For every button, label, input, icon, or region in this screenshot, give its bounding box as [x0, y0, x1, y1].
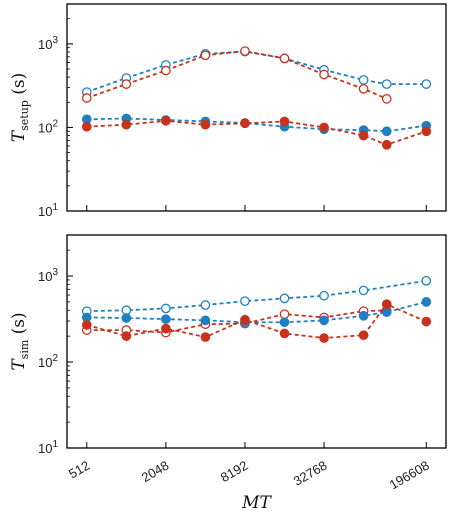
data-point: [240, 118, 250, 129]
data-point: [161, 303, 171, 314]
data-point: [381, 93, 392, 104]
data-point: [421, 126, 432, 137]
x-tick-label: 8192: [218, 458, 251, 485]
series-line: [86, 119, 427, 146]
data-point: [358, 83, 369, 94]
y-axis-label: Tsetup (s): [9, 73, 31, 142]
data-point: [279, 309, 290, 320]
data-point: [319, 290, 329, 301]
series-line: [86, 279, 427, 313]
series-line: [86, 301, 427, 324]
y-axis-label: Tsim (s): [9, 312, 31, 370]
data-point: [121, 331, 132, 341]
data-point: [161, 65, 171, 76]
data-point: [279, 53, 290, 64]
data-point: [319, 122, 329, 133]
data-point: [121, 313, 132, 323]
y-tick-label: 103: [38, 267, 58, 284]
data-point: [279, 293, 290, 304]
series-line: [86, 50, 388, 100]
data-point: [319, 69, 329, 80]
data-point: [161, 314, 171, 325]
data-point: [381, 79, 392, 89]
data-point: [381, 307, 392, 318]
data-point: [358, 285, 369, 296]
data-point: [358, 75, 369, 85]
data-point: [200, 119, 211, 130]
data-point: [279, 317, 290, 328]
data-point: [421, 275, 432, 286]
y-tick-label: 102: [38, 118, 58, 135]
data-point: [161, 323, 171, 334]
data-point: [358, 130, 369, 141]
x-tick-label: 32768: [291, 458, 330, 489]
data-point: [381, 299, 392, 310]
data-point: [200, 50, 211, 61]
series-line: [86, 303, 427, 339]
bottom-panel: 101 102 103 512 2048 8192 32768 196608 Tsim (s) M…: [9, 234, 447, 513]
data-point: [319, 333, 329, 343]
y-tick-label: 103: [38, 35, 58, 52]
x-axis-label: MT: [241, 493, 272, 513]
data-point: [200, 300, 211, 310]
data-point: [121, 79, 132, 89]
data-point: [240, 46, 250, 56]
x-tick-label: 2048: [139, 458, 172, 485]
y-tick-label: 101: [38, 202, 58, 219]
series-line: [86, 117, 427, 133]
y-tick-label: 102: [38, 353, 58, 370]
data-point: [421, 316, 432, 327]
data-point: [381, 139, 392, 150]
data-point: [358, 310, 369, 321]
data-point: [279, 328, 290, 339]
plot-frame: [66, 3, 447, 212]
series-line: [86, 50, 427, 93]
data-point: [240, 296, 250, 307]
series-line: [86, 309, 387, 334]
data-point: [421, 79, 432, 89]
data-point: [240, 314, 250, 325]
data-point: [81, 121, 92, 132]
data-point: [358, 330, 369, 341]
data-point: [421, 297, 432, 307]
plot-frame: [66, 234, 447, 449]
data-point: [200, 315, 211, 326]
data-point: [381, 126, 392, 137]
data-point: [81, 320, 92, 330]
y-tick-label: 101: [38, 439, 58, 456]
x-tick-label: 512: [66, 458, 92, 482]
data-point: [279, 116, 290, 127]
data-point: [200, 332, 211, 342]
data-point: [161, 115, 171, 126]
top-panel: 101 102 103 Tsetup (s): [9, 3, 447, 219]
data-point: [81, 93, 92, 103]
data-point: [121, 119, 132, 130]
x-tick-label: 196608: [387, 458, 432, 493]
data-point: [319, 315, 329, 326]
